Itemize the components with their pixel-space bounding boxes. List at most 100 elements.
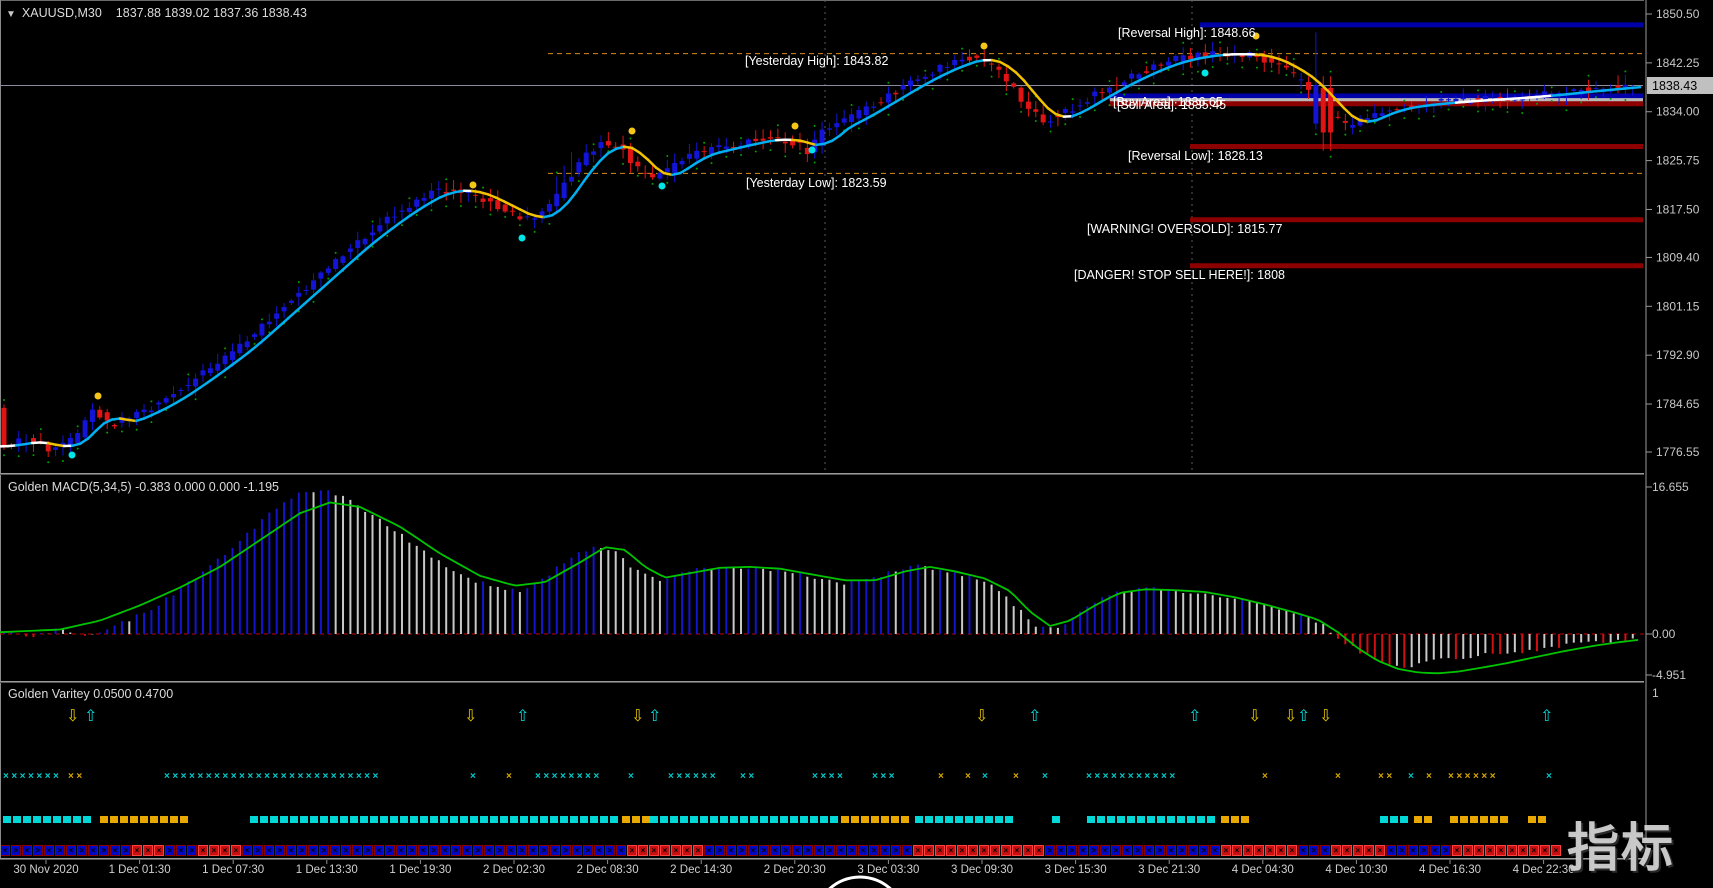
varitey-strip-cell: × xyxy=(418,845,428,856)
varitey-strip-cell: × xyxy=(143,845,153,856)
varitey-strip-cell: × xyxy=(319,845,329,856)
down-arrow-signal-icon: ⇩ xyxy=(1284,706,1298,725)
varitey-strip-cell: × xyxy=(1133,845,1143,856)
varitey-strip-cell: × xyxy=(946,845,956,856)
sell-signal-dot xyxy=(980,42,988,50)
varitey-x-markers: × xyxy=(938,771,947,782)
varitey-square-marker xyxy=(320,816,328,823)
macd-indicator-title: Golden MACD(5,34,5) -0.383 0.000 0.000 -… xyxy=(8,480,280,494)
varitey-square-marker xyxy=(1414,816,1422,823)
varitey-square-marker xyxy=(830,816,838,823)
varitey-strip-cell: × xyxy=(462,845,472,856)
varitey-square-marker xyxy=(720,816,728,823)
varitey-strip-cell: × xyxy=(748,845,758,856)
time-axis-label: 4 Dec 16:30 xyxy=(1418,864,1482,876)
varitey-x-markers: × xyxy=(982,771,991,782)
time-axis-label: 30 Nov 2020 xyxy=(13,864,79,876)
varitey-strip-cell: × xyxy=(858,845,868,856)
varitey-strip-cell: × xyxy=(1221,845,1231,856)
varitey-strip-cell: × xyxy=(1078,845,1088,856)
varitey-strip-cell: × xyxy=(1287,845,1297,856)
varitey-strip-cell: × xyxy=(33,845,43,856)
buy-signal-dot xyxy=(658,182,666,190)
sell-signal-dot xyxy=(1252,32,1260,40)
annotation-danger-stop-sell: [DANGER! STOP SELL HERE!]: 1808 xyxy=(1074,268,1285,282)
varitey-strip-cell: × xyxy=(506,845,516,856)
varitey-scale-top: 1 xyxy=(1652,686,1659,700)
time-axis-label: 1 Dec 01:30 xyxy=(108,864,171,876)
price-axis-label: 1842.25 xyxy=(1656,56,1700,70)
varitey-strip-cell: × xyxy=(726,845,736,856)
varitey-strip-cell: × xyxy=(407,845,417,856)
varitey-square-marker xyxy=(100,816,108,823)
varitey-strip-cell: × xyxy=(176,845,186,856)
varitey-indicator-title: Golden Varitey 0.0500 0.4700 xyxy=(8,687,174,701)
varitey-strip-cell: × xyxy=(99,845,109,856)
varitey-strip-cell: × xyxy=(110,845,120,856)
annotation-reversal-high: [Reversal High]: 1848.66 xyxy=(1118,26,1256,40)
price-axis-label: 1792.90 xyxy=(1656,348,1700,362)
varitey-strip-cell: × xyxy=(803,845,813,856)
up-arrow-signal-icon: ⇧ xyxy=(1028,706,1042,725)
time-axis-label: 4 Dec 04:30 xyxy=(1231,864,1294,876)
down-arrow-signal-icon: ⇩ xyxy=(1319,706,1333,725)
time-axis-label: 2 Dec 14:30 xyxy=(670,864,733,876)
varitey-square-marker xyxy=(43,816,51,823)
varitey-square-marker xyxy=(670,816,678,823)
macd-axis-label: -4.951 xyxy=(1652,668,1686,682)
up-arrow-signal-icon: ⇧ xyxy=(1297,706,1311,725)
varitey-strip-cell: × xyxy=(11,845,21,856)
varitey-strip-cell: × xyxy=(1001,845,1011,856)
varitey-strip-cell: × xyxy=(1210,845,1220,856)
varitey-strip-cell: × xyxy=(77,845,87,856)
varitey-strip-cell: × xyxy=(1111,845,1121,856)
varitey-square-marker xyxy=(1005,816,1013,823)
varitey-square-marker xyxy=(13,816,21,823)
varitey-strip-cell: × xyxy=(1089,845,1099,856)
varitey-square-marker xyxy=(73,816,81,823)
varitey-square-marker xyxy=(410,816,418,823)
varitey-x-markers: × xyxy=(1042,771,1051,782)
varitey-square-marker xyxy=(642,816,650,823)
varitey-square-marker xyxy=(1117,816,1125,823)
varitey-square-run xyxy=(1087,816,1217,823)
varitey-strip-cell: × xyxy=(308,845,318,856)
varitey-square-marker xyxy=(1390,816,1398,823)
varitey-square-marker xyxy=(622,816,630,823)
varitey-square-marker xyxy=(810,816,818,823)
varitey-strip-cell: × xyxy=(1144,845,1154,856)
varitey-strip-cell: × xyxy=(671,845,681,856)
up-arrow-signal-icon: ⇧ xyxy=(84,706,98,725)
varitey-strip-cell: × xyxy=(836,845,846,856)
varitey-strip-cell: × xyxy=(429,845,439,856)
varitey-x-markers: ×××××× xyxy=(1448,771,1499,782)
time-axis-label: 3 Dec 15:30 xyxy=(1044,864,1107,876)
varitey-strip-cell: × xyxy=(231,845,241,856)
varitey-square-marker xyxy=(1221,816,1229,823)
varitey-square-marker xyxy=(915,816,923,823)
symbol-period-label: XAUUSD,M30 xyxy=(21,6,102,20)
varitey-square-marker xyxy=(680,816,688,823)
time-axis-label: 3 Dec 09:30 xyxy=(950,864,1014,876)
varitey-square-marker xyxy=(180,816,188,823)
varitey-square-marker xyxy=(750,816,758,823)
varitey-square-marker xyxy=(700,816,708,823)
varitey-strip-cell: × xyxy=(1441,845,1451,856)
varitey-strip-cell: × xyxy=(1320,845,1330,856)
varitey-strip-cell: × xyxy=(693,845,703,856)
varitey-strip-cell: × xyxy=(1364,845,1374,856)
varitey-strip-cell: × xyxy=(1529,845,1539,856)
varitey-square-marker xyxy=(120,816,128,823)
annotation-reversal-low: [Reversal Low]: 1828.13 xyxy=(1128,149,1263,163)
varitey-square-marker xyxy=(600,816,608,823)
varitey-square-marker xyxy=(480,816,488,823)
varitey-strip-cell: × xyxy=(1342,845,1352,856)
varitey-strip-cell: × xyxy=(484,845,494,856)
varitey-strip-cell: × xyxy=(1551,845,1561,856)
varitey-square-run xyxy=(841,816,911,823)
varitey-square-marker xyxy=(650,816,658,823)
varitey-square-run xyxy=(3,816,93,823)
price-axis-label: 1784.65 xyxy=(1656,397,1700,411)
triangle-down-icon[interactable]: ▼ xyxy=(6,9,16,20)
